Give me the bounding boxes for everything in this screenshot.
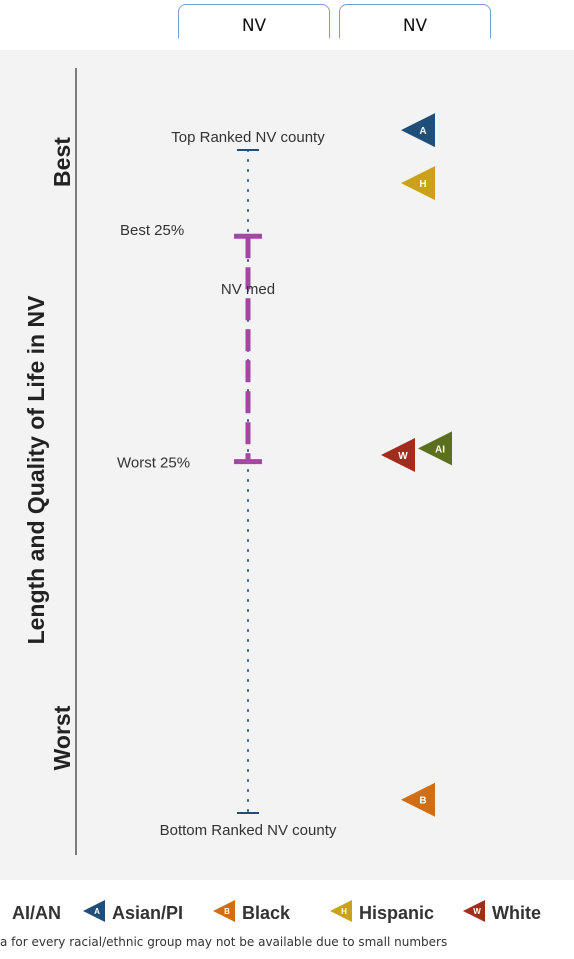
legend-swatch-black-code: B (224, 907, 230, 916)
legend-label-ai-an: AI/AN (12, 903, 61, 923)
legend-swatch-asian-pi: A (83, 900, 105, 922)
ranking-chart: Length and Quality of Life in NV Best Wo… (23, 68, 452, 855)
legend-label-asian-pi: Asian/PI (112, 903, 184, 923)
bottom-ranked-label: Bottom Ranked NV county (160, 822, 337, 839)
marker-black (401, 782, 435, 817)
tab-nv-right[interactable]: NV (339, 4, 491, 38)
legend-swatch-hispanic-shape (330, 900, 352, 922)
legend-label-white: White (492, 903, 541, 923)
marker-code-black: B (419, 796, 426, 807)
legend-label-black: Black (242, 903, 291, 923)
scale-end-best: Best (49, 137, 75, 187)
footnote: a for every racial/ethnic group may not … (0, 935, 448, 949)
legend-swatch-asian-pi-shape (83, 900, 105, 922)
median-label: NV med (221, 281, 275, 298)
top-ranked-label: Top Ranked NV county (171, 129, 325, 146)
legend-swatch-black: B (213, 900, 235, 922)
legend-swatch-asian-pi-code: A (94, 907, 100, 916)
y-axis-label: Length and Quality of Life in NV (23, 295, 49, 644)
marker-code-hispanic: H (419, 179, 426, 190)
marker-hispanic (401, 166, 435, 201)
tab-nv-left[interactable]: NV (178, 4, 330, 38)
marker-asian-pi (401, 113, 435, 148)
legend-swatch-hispanic-code: H (341, 907, 347, 916)
legend-swatch-white: W (463, 900, 485, 922)
legend-swatch-black-shape (213, 900, 235, 922)
marker-code-asian-pi: A (419, 126, 426, 137)
marker-white (381, 437, 415, 472)
chart-panel: Length and Quality of Life in NV Best Wo… (0, 50, 574, 880)
marker-ai-an (418, 431, 452, 466)
marker-code-ai-an: AI (435, 444, 445, 455)
legend-label-hispanic: Hispanic (359, 903, 435, 923)
legend-swatch-white-shape (463, 900, 485, 922)
legend-swatch-white-code: W (473, 907, 481, 916)
marker-code-white: W (398, 451, 408, 462)
legend-swatch-hispanic: H (330, 900, 352, 922)
worst-25-label: Worst 25% (117, 455, 190, 472)
legend: AI/AN A Asian/PI B Black H Hispanic W White (0, 898, 574, 928)
scale-end-worst: Worst (49, 705, 75, 770)
best-25-label: Best 25% (120, 222, 184, 239)
